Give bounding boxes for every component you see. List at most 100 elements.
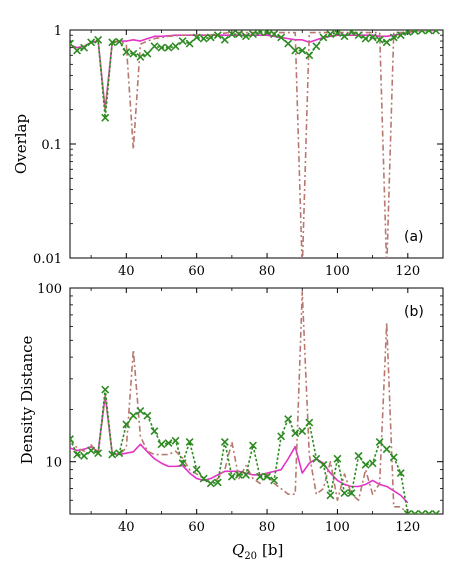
density-point-marker xyxy=(164,439,173,448)
density-point-marker xyxy=(80,451,89,460)
density-point-marker xyxy=(263,472,272,481)
overlap-point-marker xyxy=(213,31,222,40)
density-point-marker xyxy=(178,459,187,468)
overlap-point-marker xyxy=(227,30,236,39)
density-point-marker xyxy=(87,446,96,455)
overlap-point-marker xyxy=(333,30,342,38)
overlap-point-marker xyxy=(340,32,349,41)
overlap-point-marker xyxy=(319,33,328,42)
overlap-point-marker xyxy=(80,43,89,52)
density-point-marker xyxy=(410,510,419,514)
density-series xyxy=(70,291,440,514)
overlap-point-marker xyxy=(129,49,138,58)
density-point-marker xyxy=(389,453,398,462)
overlap-xtick-label: 40 xyxy=(118,264,135,279)
overlap-point-marker xyxy=(389,33,398,42)
overlap-axis-ticks: 40 60 80 100 120 0.01 0.1 1 xyxy=(33,24,444,279)
density-point-marker xyxy=(375,437,384,446)
density-point-marker xyxy=(129,411,138,420)
overlap-point-marker xyxy=(234,30,243,39)
density-point-marker xyxy=(220,437,229,446)
overlap-point-marker xyxy=(410,30,419,35)
overlap-point-marker xyxy=(263,30,272,36)
density-point-marker xyxy=(396,469,405,478)
overlap-ytick-label: 1 xyxy=(54,24,62,39)
density-point-marker xyxy=(122,420,131,429)
overlap-point-marker xyxy=(298,46,307,55)
density-point-marker xyxy=(431,510,440,514)
x-axis-title-symbol: Q xyxy=(232,541,244,559)
density-point-marker xyxy=(305,418,314,427)
density-point-marker xyxy=(234,470,243,479)
density-point-marker xyxy=(284,415,293,424)
density-series-green-line xyxy=(70,388,436,514)
overlap-point-marker xyxy=(305,51,314,60)
overlap-point-marker xyxy=(185,39,194,48)
density-point-marker xyxy=(256,472,264,481)
density-point-marker xyxy=(326,491,335,500)
density-point-marker xyxy=(143,411,152,420)
density-point-marker xyxy=(241,470,250,479)
density-point-marker xyxy=(403,510,412,514)
overlap-point-marker xyxy=(115,37,124,46)
overlap-point-marker xyxy=(417,30,426,35)
overlap-point-marker xyxy=(291,46,300,55)
density-xtick-label: 120 xyxy=(395,520,420,535)
overlap-point-marker xyxy=(206,33,215,42)
density-ytick-label: 10 xyxy=(45,456,62,471)
overlap-point-marker xyxy=(122,48,131,57)
overlap-ytick-label: 0.1 xyxy=(41,138,62,153)
overlap-panel: 40 60 80 100 120 0.01 0.1 1 (a) Overlap xyxy=(12,24,444,279)
density-point-marker xyxy=(150,427,159,436)
density-point-marker xyxy=(354,451,363,460)
overlap-point-marker xyxy=(270,30,279,39)
density-point-marker xyxy=(417,510,426,514)
overlap-point-marker xyxy=(424,30,433,35)
density-point-marker xyxy=(298,427,307,436)
density-xtick-label: 80 xyxy=(259,520,276,535)
overlap-ytick-label: 0.01 xyxy=(33,252,62,267)
density-point-marker xyxy=(171,436,180,445)
overlap-point-marker xyxy=(347,30,356,36)
overlap-point-marker xyxy=(284,39,293,48)
overlap-point-marker xyxy=(171,42,180,51)
density-series-magenta-line xyxy=(70,394,409,504)
overlap-point-marker xyxy=(157,43,166,52)
density-xtick-label: 40 xyxy=(118,520,135,535)
x-axis-title-unit: [b] xyxy=(262,541,283,559)
overlap-point-marker xyxy=(403,30,412,36)
density-point-marker xyxy=(333,454,342,463)
overlap-point-marker xyxy=(70,39,74,48)
density-distance-panel: 40 60 80 100 120 10 100 (b) Density Distance xyxy=(18,282,444,535)
density-point-marker xyxy=(382,445,391,454)
overlap-point-marker xyxy=(108,38,117,47)
overlap-panel-label: (a) xyxy=(404,229,424,245)
density-point-marker xyxy=(319,460,328,469)
density-point-marker xyxy=(206,479,215,488)
overlap-series xyxy=(70,30,440,258)
density-point-marker xyxy=(270,476,279,485)
density-axis-ticks: 40 60 80 100 120 10 100 xyxy=(37,282,444,535)
density-ytick-label: 100 xyxy=(37,282,62,297)
density-point-marker xyxy=(347,489,356,498)
overlap-point-marker xyxy=(94,35,103,44)
x-axis-title: Q20 [b] xyxy=(232,541,283,562)
density-point-marker xyxy=(70,435,74,444)
overlap-point-marker xyxy=(326,30,335,39)
overlap-ylabel: Overlap xyxy=(12,114,30,174)
density-point-marker xyxy=(291,429,300,438)
overlap-point-marker xyxy=(199,34,208,43)
overlap-point-marker xyxy=(361,34,370,43)
overlap-point-marker xyxy=(101,113,110,122)
density-point-marker xyxy=(199,474,208,483)
overlap-point-marker xyxy=(396,31,405,40)
overlap-point-marker xyxy=(375,35,384,44)
overlap-point-marker xyxy=(73,46,82,55)
overlap-point-marker xyxy=(220,35,229,44)
density-point-marker xyxy=(192,465,201,474)
density-point-marker xyxy=(312,454,321,463)
density-xtick-label: 60 xyxy=(188,520,205,535)
density-point-marker xyxy=(361,460,370,469)
overlap-xtick-label: 80 xyxy=(259,264,276,279)
